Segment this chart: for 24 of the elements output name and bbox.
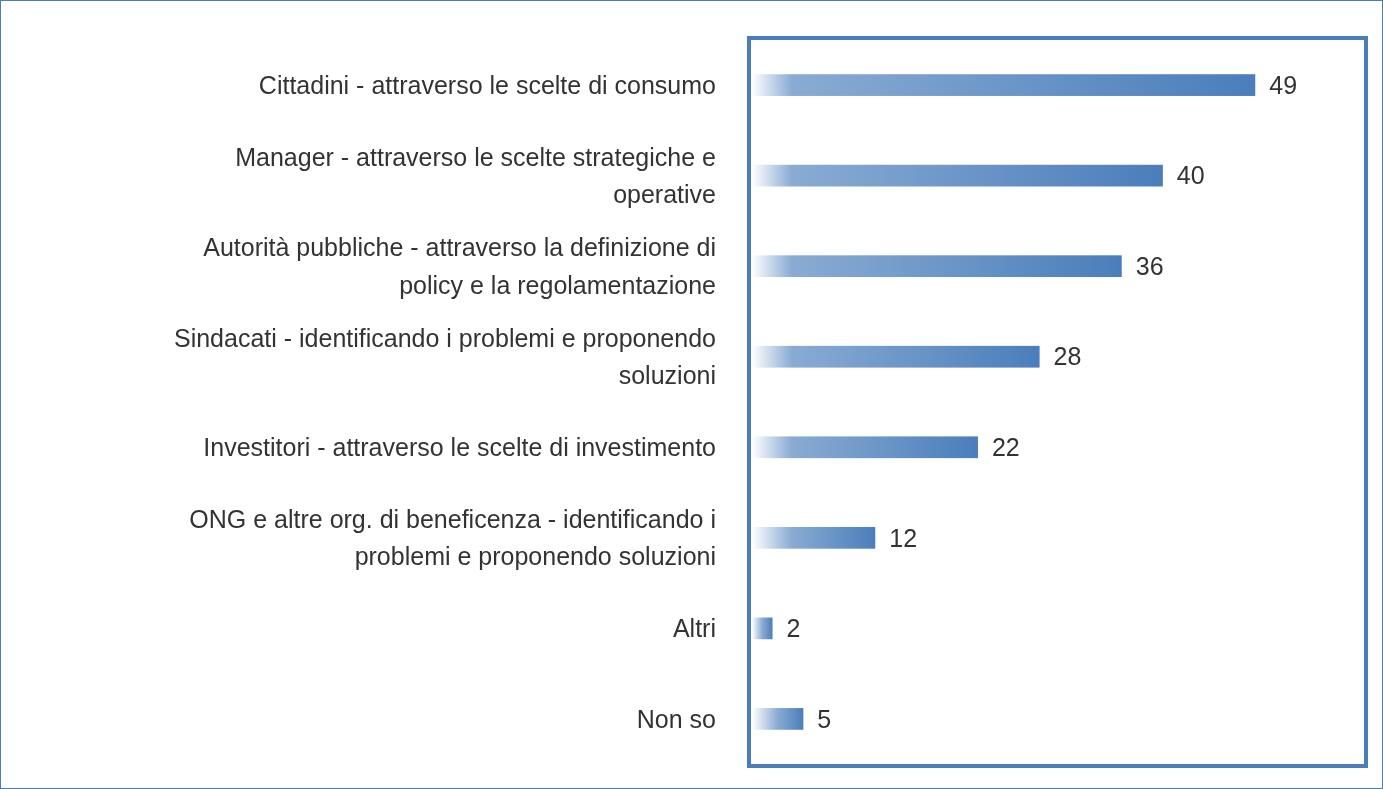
data-label: 49 [1269,70,1298,99]
y-tick-label: Non so [636,704,716,733]
y-tick-label: Investitori - attraverso le scelte di investimento [203,433,716,462]
bar [752,164,1163,187]
data-label: 36 [1135,251,1164,280]
data-label: 12 [889,523,918,552]
data-label: 40 [1176,161,1205,190]
y-tick-label: Cittadini - attraverso le scelte di consumo [258,70,716,99]
y-tick-label: Altri [672,614,716,643]
bar [752,255,1122,278]
bar [752,436,978,459]
bar [752,617,773,640]
bar [752,74,1256,96]
data-label: 22 [991,433,1020,462]
y-tick-label: Sindacati - identificando i problemi e proponendo soluzioni [173,323,716,390]
y-tick-label: ONG e altre org. di beneficenza - identificando i problemi e proponendo soluzioni [189,504,716,571]
y-tick-label: Manager - attraverso le scelte strategiche e operative [235,142,716,209]
data-label: 5 [817,704,832,733]
y-tick-label: Autorità pubbliche - attraverso la definizione di policy e la regolamentazione [203,233,716,299]
data-label: 2 [786,614,801,643]
bar [752,526,876,549]
bar [752,345,1040,368]
bar [752,708,804,730]
data-label: 28 [1053,342,1082,371]
